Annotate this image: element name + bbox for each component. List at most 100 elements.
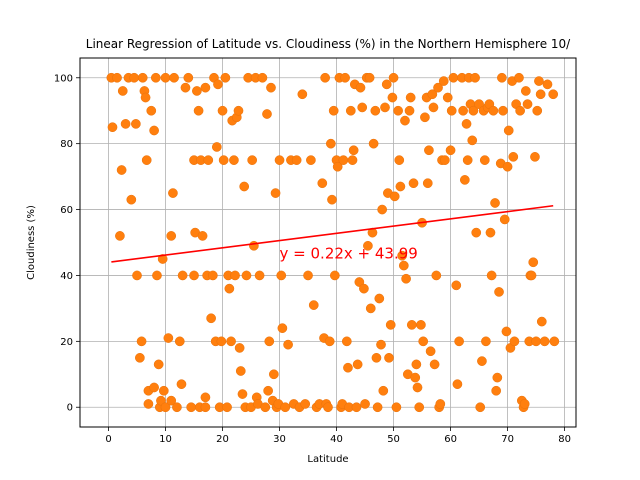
data-point	[410, 372, 421, 383]
data-point	[274, 155, 285, 165]
data-point	[254, 270, 265, 281]
data-point	[452, 379, 463, 390]
data-point	[206, 313, 216, 324]
y-tick-label: 100	[54, 73, 73, 84]
x-tick-label: 80	[558, 434, 571, 445]
data-point	[479, 155, 490, 165]
data-point	[357, 102, 368, 113]
data-point	[303, 270, 313, 281]
data-point	[494, 287, 504, 297]
data-point	[264, 336, 275, 347]
data-point	[163, 333, 174, 343]
data-point	[160, 72, 171, 83]
data-point	[389, 191, 400, 202]
data-point	[406, 320, 417, 330]
data-point	[338, 155, 349, 165]
y-tick-label: 60	[60, 205, 73, 216]
chart-title: Linear Regression of Latitude vs. Cloudi…	[86, 37, 571, 51]
data-point	[534, 76, 544, 86]
data-point	[370, 105, 381, 116]
y-tick-label: 20	[60, 337, 73, 348]
data-points	[106, 72, 560, 413]
data-point	[306, 155, 316, 165]
data-point	[351, 402, 362, 413]
data-point	[376, 339, 386, 350]
data-point	[297, 89, 308, 100]
data-point	[324, 336, 335, 347]
data-point	[218, 155, 229, 165]
y-axis-label: Cloudiness (%)	[26, 205, 37, 280]
data-point	[136, 336, 147, 347]
data-point	[189, 270, 199, 281]
data-point	[530, 151, 540, 162]
data-point	[515, 105, 525, 116]
data-point	[411, 359, 422, 370]
data-point	[422, 178, 433, 189]
data-point	[149, 125, 159, 136]
data-point	[408, 178, 419, 189]
data-point	[340, 72, 350, 83]
data-point	[368, 138, 379, 149]
data-point	[317, 178, 328, 189]
data-point	[424, 145, 434, 156]
data-point	[398, 260, 409, 271]
data-point	[377, 204, 388, 215]
data-point	[143, 399, 154, 409]
data-point	[425, 346, 436, 357]
data-point	[332, 161, 343, 172]
data-point	[230, 270, 240, 281]
data-point	[343, 362, 353, 373]
data-point	[168, 188, 178, 198]
data-point	[213, 79, 223, 90]
data-point	[401, 273, 411, 284]
data-point	[157, 254, 168, 264]
data-point	[327, 194, 337, 205]
data-point	[371, 352, 382, 363]
y-tick-label: 80	[60, 139, 73, 150]
data-point	[490, 198, 500, 208]
data-point	[462, 155, 473, 165]
data-point	[160, 402, 171, 413]
data-point	[229, 155, 239, 165]
data-point	[539, 336, 550, 347]
data-point	[120, 119, 131, 129]
x-tick-label: 40	[330, 434, 343, 445]
data-point	[359, 283, 369, 294]
data-point	[326, 138, 336, 149]
data-point	[107, 122, 118, 133]
data-point	[300, 399, 311, 409]
data-point	[116, 165, 127, 175]
data-point	[509, 336, 520, 347]
data-point	[233, 105, 244, 116]
data-point	[502, 161, 513, 172]
regression-equation: y = 0.22x + 43.99	[280, 244, 418, 262]
x-tick-label: 60	[444, 434, 457, 445]
data-point	[135, 352, 145, 363]
x-tick-label: 50	[387, 434, 400, 445]
data-point	[418, 336, 429, 347]
data-point	[308, 300, 319, 310]
data-point	[481, 336, 491, 347]
data-point	[433, 82, 443, 93]
data-point	[235, 366, 246, 376]
plot-frame	[79, 57, 577, 428]
data-point	[454, 336, 464, 347]
data-point	[149, 382, 159, 393]
data-point	[226, 336, 236, 347]
x-tick-label: 30	[273, 434, 286, 445]
data-point	[132, 270, 142, 281]
data-point	[380, 102, 390, 113]
data-point	[200, 82, 211, 93]
data-point	[420, 112, 430, 123]
data-point	[391, 402, 402, 413]
data-point	[459, 175, 470, 185]
data-point	[280, 402, 291, 413]
data-point	[224, 283, 235, 294]
data-point	[193, 105, 204, 116]
x-tick-label: 20	[216, 434, 229, 445]
data-point	[150, 72, 161, 83]
data-point	[451, 280, 462, 291]
data-point	[180, 82, 191, 93]
data-point	[249, 240, 259, 251]
data-point	[519, 399, 530, 409]
